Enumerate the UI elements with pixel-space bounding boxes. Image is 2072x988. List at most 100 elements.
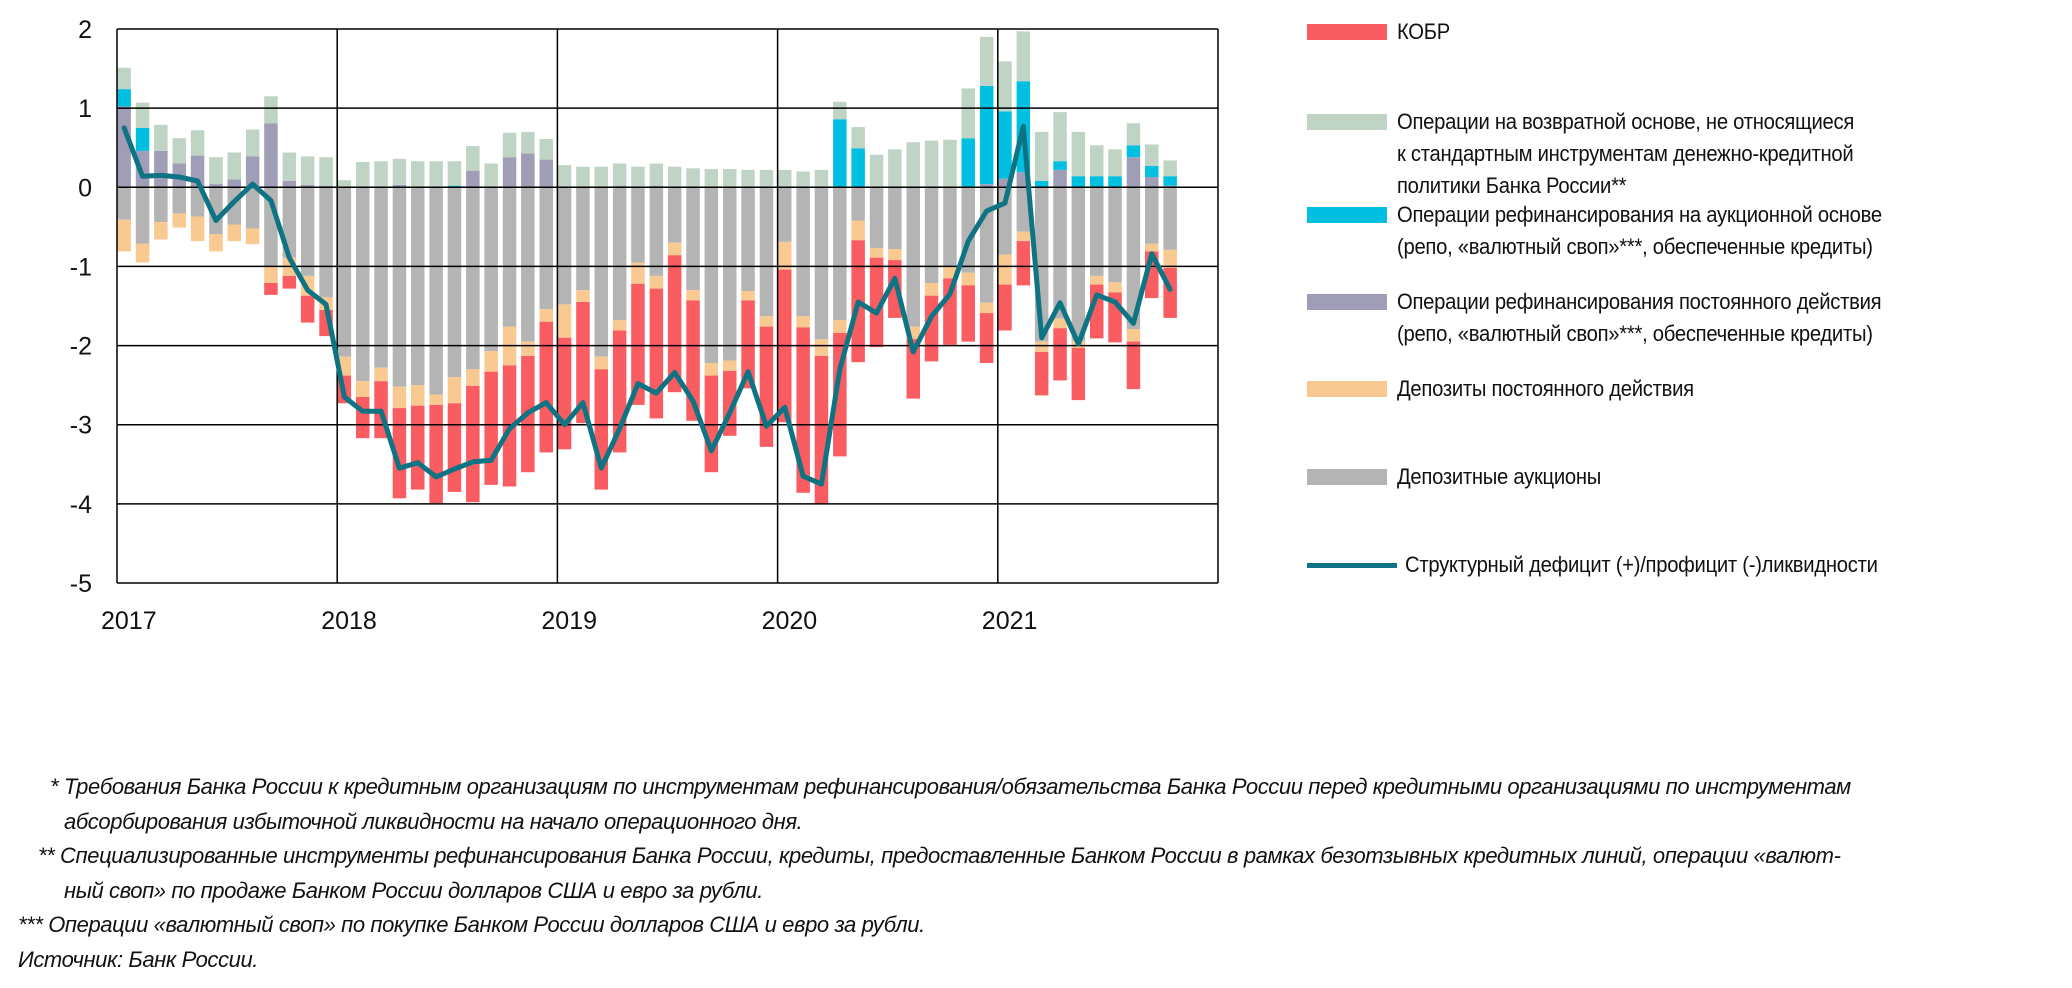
bar-segment	[1163, 249, 1177, 268]
legend-item-standing-refinancing: Операции рефинансирования постоянного де…	[1307, 289, 1923, 350]
bar-segment	[1071, 176, 1086, 188]
bar-segment	[521, 131, 535, 154]
bar-segment	[998, 178, 1012, 188]
bar-segment	[924, 283, 939, 296]
bar-segment	[447, 161, 462, 186]
legend-label: Депозитные аукционы	[1397, 464, 1602, 489]
x-tick-label: 2019	[541, 607, 597, 635]
legend-label: Депозиты постоянного действия	[1397, 376, 1694, 401]
bar-segment	[686, 168, 700, 187]
bar-segment	[1126, 187, 1141, 329]
bar-segment	[594, 166, 608, 187]
legend-swatch-line	[1307, 563, 1397, 568]
bar-segment	[851, 220, 865, 241]
bar-segment	[741, 187, 755, 291]
bar-segment	[117, 106, 131, 188]
bar-segment	[704, 363, 719, 376]
bar-segment	[888, 187, 902, 249]
bar-segment	[429, 161, 443, 187]
bar-segment	[227, 152, 241, 180]
bar-segment	[1126, 157, 1141, 188]
bar-segment	[319, 157, 333, 186]
bar-segment	[190, 216, 205, 242]
bar-segment	[264, 96, 278, 124]
bar-segment	[264, 123, 278, 188]
bar-segment	[356, 397, 370, 439]
legend-item-auction-refinancing: Операции рефинансирования на аукционной …	[1307, 202, 1924, 263]
bar-segment	[796, 171, 810, 187]
bar-segment	[484, 351, 498, 372]
legend-label: Операции рефинансирования постоянного де…	[1397, 289, 1882, 346]
bar-segment	[833, 119, 847, 188]
bar-segment	[833, 101, 847, 120]
x-tick-label: 2021	[982, 607, 1038, 635]
bar-segment	[447, 403, 462, 492]
bar-segment	[979, 313, 994, 363]
bar-segment	[631, 283, 645, 405]
bar-segment	[1016, 187, 1031, 232]
bar-segment	[539, 321, 553, 453]
legend-item-deposit-auctions: Депозитные аукционы	[1307, 464, 1619, 493]
bar-segment	[723, 187, 737, 361]
bar-segment	[1163, 187, 1177, 250]
bar-segment	[1108, 176, 1122, 188]
legend-swatch-kobr	[1307, 24, 1387, 40]
bar-segment	[319, 187, 333, 298]
bar-segment	[741, 169, 755, 187]
bar-segment	[209, 187, 223, 234]
bar-segment	[374, 367, 388, 382]
legend-item-structural-liquidity: Структурный дефицит (+)/профицит (-)ликв…	[1307, 552, 1919, 581]
bar-segment	[521, 187, 535, 342]
bar-segment	[466, 385, 480, 503]
bar-segment	[704, 169, 719, 187]
bar-segment	[943, 266, 957, 279]
bar-segment	[1108, 149, 1122, 177]
bar-segment	[135, 127, 150, 151]
bar-segment	[557, 304, 572, 338]
bar-segment	[264, 267, 278, 283]
legend-label: Операции рефинансирования на аукционной …	[1397, 202, 1882, 259]
bar-segment	[557, 165, 572, 187]
source-note: Источник: Банк России.	[18, 946, 259, 972]
bar-segment	[961, 88, 975, 139]
bar-segment	[612, 163, 627, 186]
bar-segment	[466, 369, 480, 386]
bar-segment	[429, 404, 443, 503]
bar-segment	[961, 272, 975, 286]
bar-segment	[998, 111, 1012, 179]
bar-segment	[1071, 131, 1086, 177]
bar-segment	[686, 300, 700, 421]
bar-segment	[1016, 231, 1031, 242]
bar-segment	[557, 187, 572, 305]
bar-segment	[686, 290, 700, 301]
y-tick-label: -2	[70, 333, 92, 361]
bar-segment	[723, 360, 737, 371]
bar-segment	[300, 295, 315, 323]
bar-segment	[521, 153, 535, 188]
grid-layer	[116, 28, 1219, 584]
footnote-3: *** Операции «валютный своп» по покупке …	[18, 912, 925, 937]
bar-segment	[1053, 169, 1067, 188]
bar-segment	[135, 102, 150, 128]
footnotes: * Требования Банка России к кредитным ор…	[18, 770, 2058, 977]
bar-segment	[869, 257, 884, 348]
x-tick-label: 2020	[762, 607, 818, 635]
bar-segment	[906, 187, 920, 327]
footnote-1: * Требования Банка России к кредитным ор…	[50, 774, 1851, 799]
bar-segment	[392, 408, 407, 499]
bar-segment	[906, 142, 920, 187]
bar-segment	[979, 86, 994, 185]
bar-segment	[759, 316, 774, 327]
bar-segment	[539, 139, 553, 160]
bar-segment	[814, 187, 829, 340]
bar-segment	[466, 187, 480, 370]
bar-segment	[502, 187, 517, 327]
y-tick-label: 0	[78, 174, 92, 202]
bar-segment	[447, 187, 462, 378]
bar-segment	[1090, 187, 1104, 276]
bar-segment	[649, 288, 664, 419]
bar-segment	[612, 185, 627, 188]
bar-segment	[1053, 161, 1067, 170]
bar-segment	[667, 187, 682, 243]
structural-liquidity-line	[121, 123, 1173, 487]
